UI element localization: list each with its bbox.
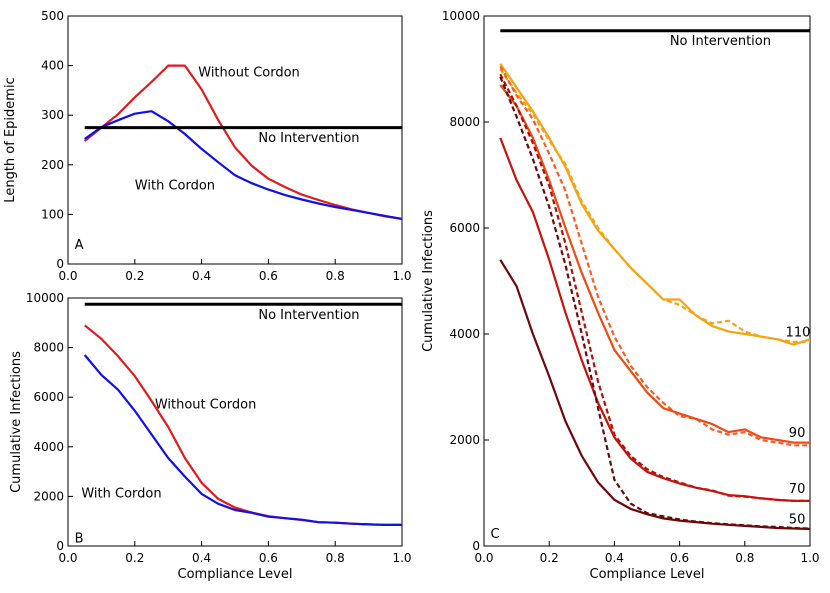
y-axis-label: Cumulative Infections (421, 210, 436, 352)
x-tick-label: 0.4 (605, 551, 624, 565)
x-tick-label: 0.4 (192, 551, 211, 565)
x-tick-label: 0.4 (192, 269, 211, 283)
annotation-label: No Intervention (258, 131, 359, 146)
x-tick-label: 0.8 (735, 551, 754, 565)
series-line-line-1 (84, 110, 403, 220)
annotation-label: Without Cordon (155, 397, 257, 412)
annotation-label: No Intervention (670, 34, 771, 49)
y-tick-label: 500 (41, 9, 64, 23)
y-tick-label: 100 (41, 207, 64, 221)
panel-a: 0.0 0.2 0.4 0.6 0.8 1.0 0 100 200 300 400 500 Length… (3, 9, 412, 283)
plot-frame (67, 15, 403, 265)
panel-b: 0.0 0.2 0.4 0.6 0.8 1.0 0 2000 4000 6000 8000 10000… (9, 291, 412, 582)
series-line-dashed-3 (499, 65, 810, 447)
series-line-line-1 (83, 354, 402, 527)
x-axis-label: Compliance Level (590, 567, 705, 582)
annotation-label: With Cordon (81, 487, 161, 502)
y-tick-label: 8000 (33, 341, 64, 355)
x-tick-label: 0.2 (540, 551, 559, 565)
panel-label: B (75, 531, 84, 546)
x-tick-label: 0.0 (474, 551, 493, 565)
x-tick-label: 0.0 (58, 269, 77, 283)
x-tick-label: 0.8 (326, 551, 345, 565)
annotation-label: Without Cordon (198, 66, 300, 81)
annotation-label: 110 (786, 326, 811, 341)
series-line-dashed-2 (499, 68, 810, 343)
y-tick-label: 10000 (26, 291, 64, 305)
x-tick-label: 0.0 (58, 551, 77, 565)
plot-frame (483, 15, 811, 547)
x-axis-label: Compliance Level (178, 567, 293, 582)
y-tick-label: 4000 (449, 327, 480, 341)
annotation-label: 90 (789, 426, 806, 441)
panel-label: A (75, 238, 84, 253)
x-tick-label: 0.2 (125, 269, 144, 283)
annotation-label: 70 (789, 482, 806, 497)
y-tick-label: 0 (472, 539, 480, 553)
x-tick-label: 1.0 (392, 269, 411, 283)
y-tick-label: 400 (41, 59, 64, 73)
y-tick-label: 2000 (449, 433, 480, 447)
y-tick-label: 0 (56, 539, 64, 553)
y-tick-label: 2000 (33, 489, 64, 503)
x-tick-label: 0.6 (259, 269, 278, 283)
y-tick-label: 200 (41, 158, 64, 172)
x-tick-label: 0.8 (326, 269, 345, 283)
y-tick-label: 10000 (442, 9, 480, 23)
series-line-70 (499, 137, 810, 502)
x-tick-label: 0.6 (670, 551, 689, 565)
y-axis-label: Length of Epidemic (3, 77, 18, 202)
annotation-label: No Intervention (258, 308, 359, 323)
series-line-50 (499, 259, 811, 531)
x-tick-label: 1.0 (392, 551, 411, 565)
panel-c: 0.0 0.2 0.4 0.6 0.8 1.0 0 2000 4000 6000 8000 10000… (421, 9, 820, 582)
y-tick-label: 8000 (449, 115, 480, 129)
panel-label: C (491, 527, 500, 542)
y-tick-label: 6000 (33, 390, 64, 404)
series-line-dashed-5 (499, 73, 810, 502)
y-tick-label: 6000 (449, 221, 480, 235)
x-tick-label: 0.6 (259, 551, 278, 565)
y-tick-label: 300 (41, 108, 64, 122)
y-axis-label: Cumulative Infections (9, 351, 24, 493)
plot-frame (67, 297, 403, 547)
annotation-label: With Cordon (135, 179, 215, 194)
y-tick-label: 0 (56, 257, 64, 271)
x-tick-label: 1.0 (800, 551, 819, 565)
y-tick-label: 4000 (33, 440, 64, 454)
series-line-90 (499, 84, 810, 444)
annotation-label: 50 (789, 513, 806, 528)
x-tick-label: 0.2 (125, 551, 144, 565)
